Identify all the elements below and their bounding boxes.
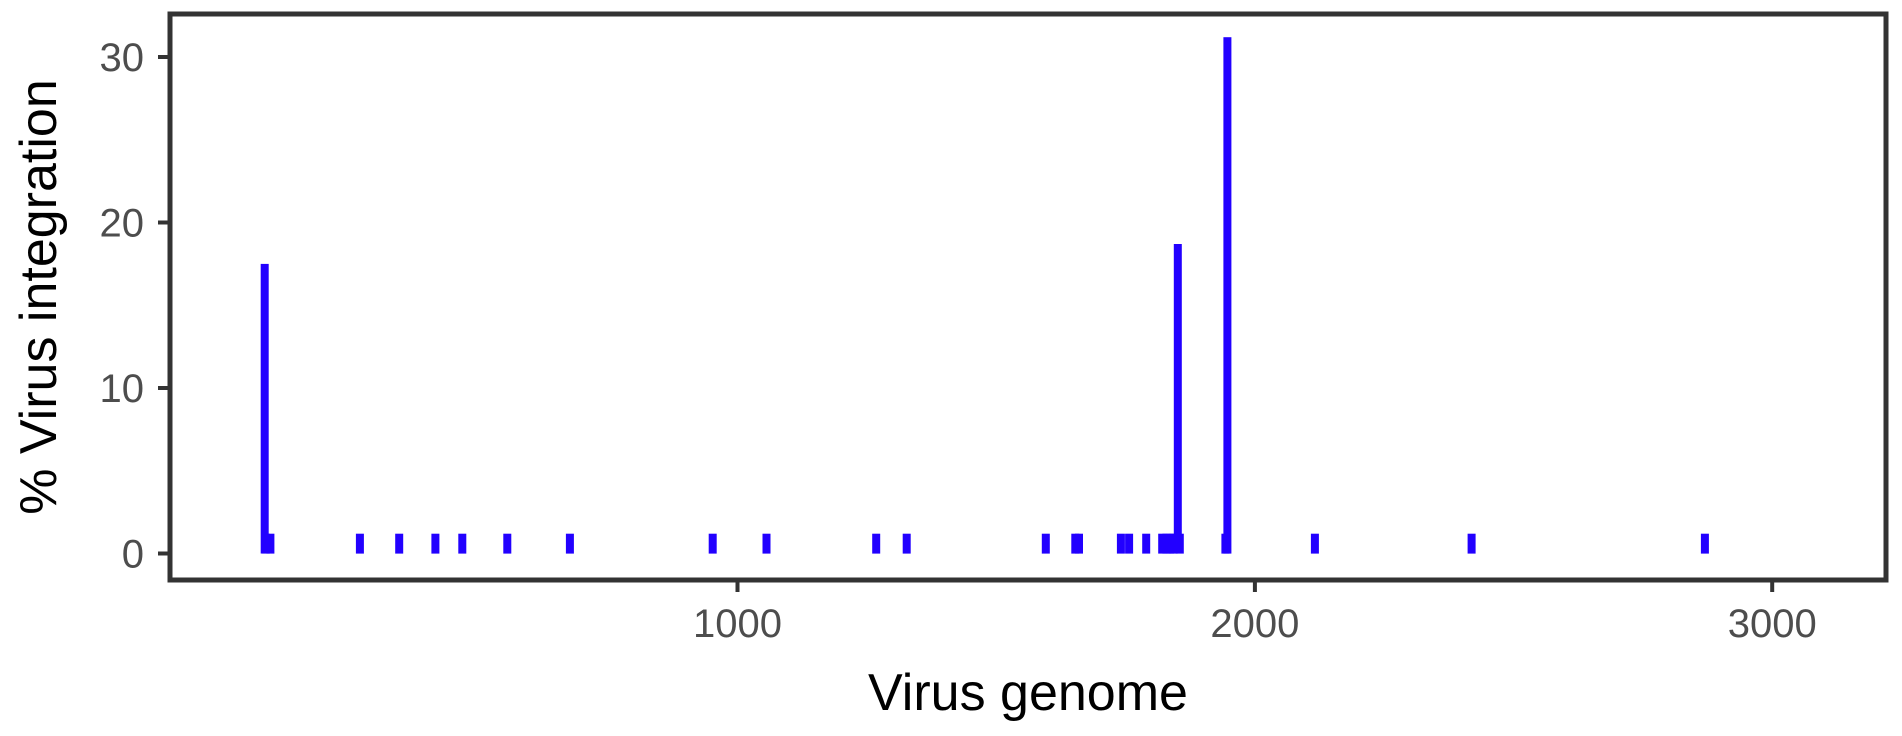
bar	[1223, 37, 1232, 554]
bar	[902, 533, 911, 554]
bar	[708, 533, 717, 554]
bar	[260, 263, 269, 554]
x-axis: 1000 2000 3000	[693, 580, 1817, 646]
bar	[395, 533, 404, 554]
bar	[1310, 533, 1319, 554]
y-tick-label: 30	[100, 36, 145, 80]
bar	[431, 533, 440, 554]
bar	[503, 533, 512, 554]
bar	[261, 533, 270, 554]
x-axis-title: Virus genome	[868, 664, 1188, 722]
bar	[1175, 533, 1184, 554]
bar	[355, 533, 364, 554]
bar	[1467, 533, 1476, 554]
bar	[1116, 533, 1125, 554]
x-tick-label: 3000	[1728, 602, 1817, 646]
bar	[1158, 533, 1167, 554]
bar	[762, 533, 771, 554]
bar	[565, 533, 574, 554]
bars-layer	[260, 37, 1709, 554]
y-tick-label: 10	[100, 367, 145, 411]
bar	[458, 533, 467, 554]
bar	[872, 533, 881, 554]
bar	[1169, 533, 1178, 554]
bar	[1700, 533, 1709, 554]
x-tick-label: 2000	[1210, 602, 1299, 646]
bar	[1075, 533, 1083, 554]
bar	[1173, 244, 1182, 554]
bar	[1125, 533, 1134, 554]
y-tick-label: 20	[100, 202, 145, 246]
y-tick-label: 0	[122, 533, 144, 577]
bar	[1041, 533, 1050, 554]
y-axis: 0 10 20 30	[100, 36, 170, 577]
x-tick-label: 1000	[693, 602, 782, 646]
bar	[266, 533, 275, 554]
bar	[1142, 533, 1151, 554]
plot-panel-border	[167, 11, 1889, 583]
y-axis-title: % Virus integration	[10, 79, 68, 515]
